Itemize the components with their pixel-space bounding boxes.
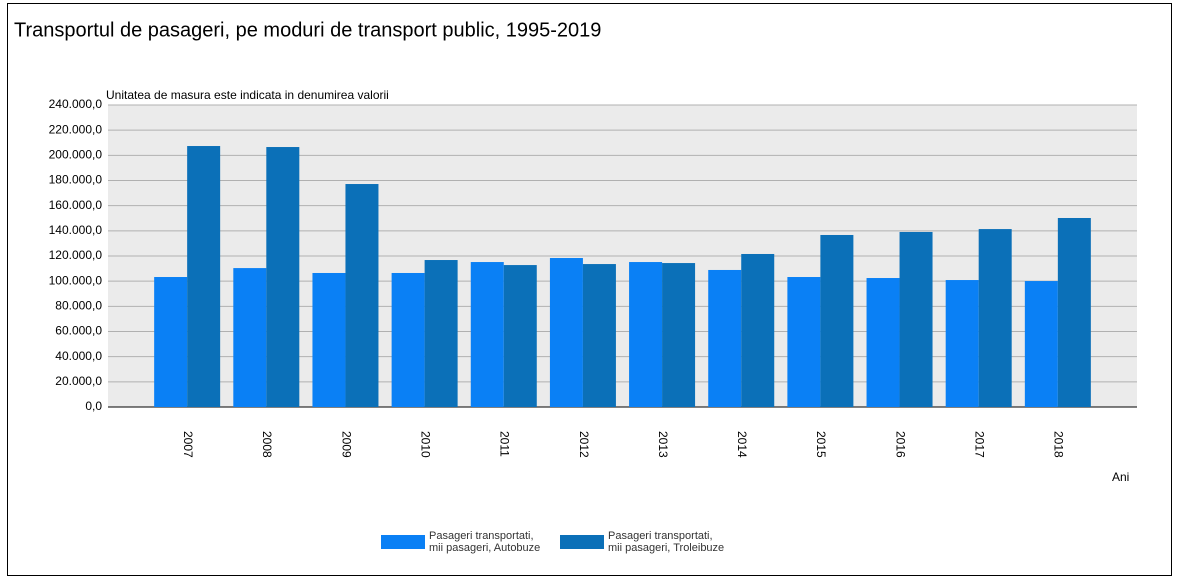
x-axis-label: Ani — [1112, 470, 1129, 484]
bar — [1024, 281, 1058, 407]
x-tick-label: 2008 — [260, 431, 274, 458]
y-axis-label: Unitatea de masura este indicata in denu… — [106, 88, 389, 102]
bar — [662, 263, 696, 407]
bar — [503, 265, 537, 407]
x-tick-label: 2011 — [498, 431, 512, 457]
x-tick-label: 2009 — [339, 431, 353, 458]
bar — [629, 262, 663, 407]
bar — [582, 264, 616, 407]
chart-title: Transportul de pasageri, pe moduri de tr… — [14, 19, 601, 41]
x-tick-label: 2017 — [973, 431, 987, 458]
bar — [391, 272, 425, 407]
bar — [978, 229, 1012, 407]
y-tick-label: 80.000,0 — [55, 299, 102, 313]
y-tick-label: 20.000,0 — [55, 374, 102, 388]
bar — [866, 278, 900, 407]
bar — [708, 269, 742, 407]
y-tick-label: 140.000,0 — [49, 223, 103, 237]
x-tick-label: 2012 — [577, 431, 591, 458]
bar — [424, 260, 458, 407]
y-tick-label: 0,0 — [85, 399, 102, 413]
x-tick-label: 2010 — [418, 431, 432, 458]
x-tick-label: 2015 — [814, 431, 828, 458]
bar — [1057, 217, 1091, 407]
legend-label: Pasageri transportati, mii pasageri, Aut… — [429, 530, 541, 554]
x-tick-label: 2007 — [181, 431, 195, 458]
legend-item: Pasageri transportati, mii pasageri, Aut… — [381, 530, 549, 554]
y-tick-label: 60.000,0 — [55, 324, 102, 338]
y-tick-label: 120.000,0 — [49, 248, 103, 262]
x-tick-label: 2013 — [656, 431, 670, 458]
y-tick-label: 180.000,0 — [49, 173, 103, 187]
bar — [187, 146, 221, 407]
y-tick-label: 240.000,0 — [49, 97, 103, 111]
x-tick-label: 2016 — [893, 431, 907, 458]
legend-swatch — [560, 535, 604, 549]
legend-item: Pasageri transportati, mii pasageri, Tro… — [560, 530, 728, 554]
y-tick-label: 200.000,0 — [49, 148, 103, 162]
y-tick-label: 160.000,0 — [49, 198, 103, 212]
bar — [470, 262, 504, 407]
bar — [787, 277, 821, 407]
bar — [741, 253, 775, 407]
bar — [549, 258, 583, 407]
y-tick-label: 220.000,0 — [49, 122, 103, 136]
bar — [312, 272, 346, 407]
x-tick-label: 2018 — [1052, 431, 1066, 458]
bar — [820, 234, 854, 407]
legend-swatch — [381, 535, 425, 549]
bar — [266, 147, 300, 408]
y-tick-label: 40.000,0 — [55, 349, 102, 363]
y-tick-label: 100.000,0 — [49, 273, 103, 287]
bar — [345, 184, 379, 407]
bar — [945, 280, 979, 407]
bar — [233, 268, 267, 407]
bar — [154, 277, 188, 407]
x-tick-label: 2014 — [735, 431, 749, 458]
legend-label: Pasageri transportati, mii pasageri, Tro… — [608, 530, 725, 554]
bar — [899, 231, 933, 407]
